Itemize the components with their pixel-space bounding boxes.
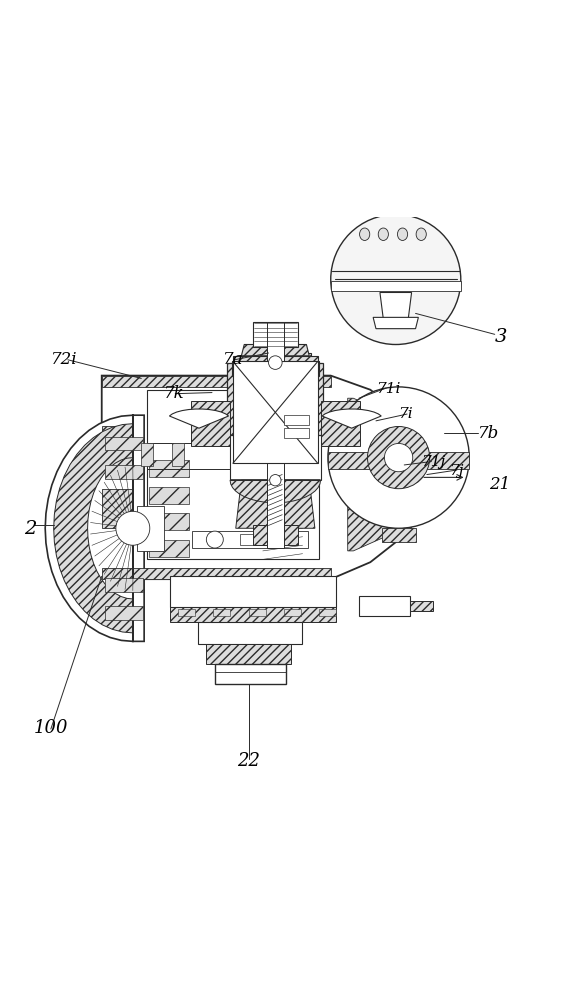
Polygon shape [104,465,143,479]
Polygon shape [320,401,360,446]
Polygon shape [230,480,320,503]
Polygon shape [253,322,298,347]
Polygon shape [230,363,320,480]
Ellipse shape [360,228,370,240]
Polygon shape [331,281,461,291]
Polygon shape [148,460,190,477]
Polygon shape [240,534,274,545]
Polygon shape [284,428,309,438]
Circle shape [331,214,461,345]
Polygon shape [148,540,190,557]
Polygon shape [410,601,432,611]
Text: 7i: 7i [399,407,413,421]
Polygon shape [170,409,228,428]
Polygon shape [178,609,195,616]
Circle shape [206,531,223,548]
Polygon shape [206,644,291,664]
Polygon shape [138,506,164,551]
Polygon shape [328,452,469,469]
Text: 21: 21 [489,476,510,493]
Circle shape [116,511,150,545]
Polygon shape [54,424,133,633]
Polygon shape [381,528,416,542]
Polygon shape [359,596,410,616]
Text: 72i: 72i [51,351,78,368]
Polygon shape [215,664,286,684]
Polygon shape [242,345,309,356]
Circle shape [268,356,282,369]
Text: 2: 2 [24,520,37,538]
Text: 71i: 71i [376,382,400,396]
Polygon shape [236,480,315,528]
Circle shape [270,475,281,486]
Ellipse shape [378,228,388,240]
Polygon shape [148,487,190,504]
Polygon shape [380,292,412,319]
Polygon shape [170,607,336,622]
Polygon shape [284,609,301,616]
Text: 22: 22 [238,752,260,770]
Polygon shape [373,317,419,329]
Circle shape [384,443,413,472]
Polygon shape [148,513,190,530]
Polygon shape [191,401,230,446]
Polygon shape [243,353,311,361]
Polygon shape [253,525,298,545]
Text: 7a: 7a [223,351,244,368]
Polygon shape [102,489,133,528]
Polygon shape [192,531,308,548]
Text: 3: 3 [494,328,507,346]
Polygon shape [147,390,319,559]
Text: 100: 100 [34,719,69,737]
Polygon shape [233,356,317,364]
Polygon shape [198,622,303,644]
Text: 7j: 7j [449,464,464,478]
Polygon shape [141,443,152,466]
Polygon shape [249,609,266,616]
Circle shape [328,387,469,528]
Polygon shape [348,398,410,551]
Text: 71j: 71j [421,455,445,469]
Polygon shape [267,322,284,548]
Polygon shape [319,609,336,616]
Polygon shape [227,363,323,435]
Polygon shape [233,361,317,463]
Polygon shape [240,376,311,390]
Polygon shape [104,437,143,450]
Polygon shape [232,361,319,376]
Polygon shape [214,609,230,616]
Polygon shape [322,409,381,428]
Circle shape [368,426,430,489]
Ellipse shape [397,228,408,240]
Polygon shape [102,568,331,579]
Polygon shape [170,576,336,607]
Polygon shape [104,578,143,592]
Polygon shape [102,376,421,579]
Polygon shape [102,426,133,466]
Polygon shape [172,443,184,466]
Text: 7b: 7b [478,425,499,442]
Ellipse shape [416,228,427,240]
Polygon shape [104,606,143,620]
Polygon shape [102,376,331,387]
Polygon shape [284,415,309,425]
Polygon shape [45,415,144,641]
Text: 7k: 7k [164,385,184,402]
